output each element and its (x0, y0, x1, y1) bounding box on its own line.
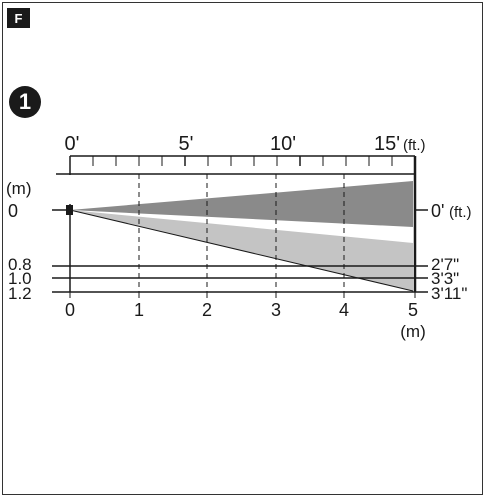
left-label-0.8: 0.8 (8, 255, 32, 274)
right-label-3ft11in: 3'11" (431, 284, 467, 303)
feet-ruler: 0' 5' 10' 15' (ft.) (65, 133, 426, 175)
right-unit-label: (ft.) (449, 204, 472, 221)
left-label-1.2: 1.2 (8, 284, 32, 303)
feet-unit-label: (ft.) (403, 137, 426, 154)
left-label-1.0: 1.0 (8, 269, 32, 288)
left-height-axis: (m) 0 0.8 1.0 1.2 (6, 179, 32, 303)
upper-detection-beam (70, 181, 413, 227)
height-reference-lines (52, 173, 428, 293)
meter-tick-label-3: 3 (271, 300, 281, 320)
right-label-2ft7in: 2'7" (431, 255, 459, 274)
right-label-3ft3in: 3'3" (431, 269, 459, 288)
right-height-axis: 0' (ft.) 2'7" 3'3" 3'11" (431, 201, 472, 303)
feet-tick-label-10: 10' (270, 133, 296, 155)
meter-tick-label-2: 2 (202, 300, 212, 320)
meter-tick-label-5: 5 (408, 300, 418, 320)
meter-axis: 0 1 2 3 4 5 (m) (65, 292, 426, 341)
meter-tick-label-0: 0 (65, 300, 75, 320)
meter-gridlines (138, 174, 345, 292)
left-label-0: 0 (8, 201, 18, 221)
figure-frame (2, 2, 483, 495)
meter-tick-label-4: 4 (339, 300, 349, 320)
feet-tick-label-15: 15' (374, 133, 400, 155)
lower-beam-bottom-edge (69, 209, 414, 292)
meter-tick-label-1: 1 (134, 300, 144, 320)
feet-tick-label-5: 5' (179, 133, 194, 155)
figure-label-badge: F (7, 8, 30, 28)
meter-unit-label: (m) (400, 322, 425, 341)
right-label-0: 0' (431, 201, 444, 221)
sensor-marker (66, 205, 73, 215)
feet-tick-label-0: 0' (65, 133, 80, 155)
step-number-badge: 1 (9, 86, 41, 118)
left-unit-label: (m) (6, 179, 31, 198)
